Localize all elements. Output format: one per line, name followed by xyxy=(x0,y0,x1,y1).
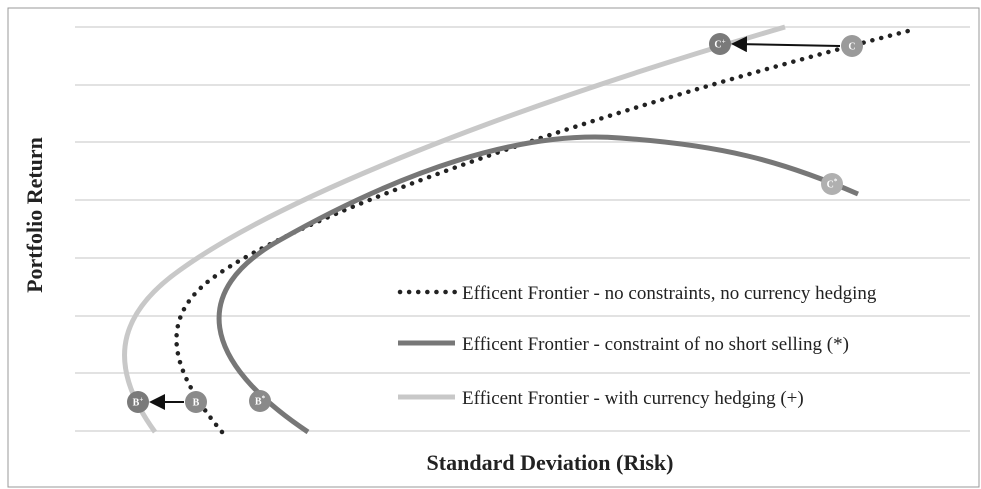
curve-hedging xyxy=(122,24,786,434)
point-marker xyxy=(709,33,731,55)
legend-label: Efficent Frontier - no constraints, no c… xyxy=(462,283,877,304)
legend-label: Efficent Frontier - constraint of no sho… xyxy=(462,334,849,355)
x-axis-label: Standard Deviation (Risk) xyxy=(427,450,674,475)
point-label: C+ xyxy=(714,38,725,51)
grid xyxy=(75,26,970,432)
legend-label: Efficent Frontier - with currency hedgin… xyxy=(462,388,804,409)
arrow xyxy=(731,36,841,53)
point-label: B+ xyxy=(133,396,144,409)
point-base: C xyxy=(714,40,721,51)
point-sup: + xyxy=(139,396,143,404)
point-marker xyxy=(821,173,843,195)
point-marker xyxy=(841,35,863,57)
point-label: B* xyxy=(255,395,266,408)
point-sup: + xyxy=(722,38,726,46)
point-sup: * xyxy=(834,178,838,186)
point-label: C* xyxy=(827,178,838,191)
point-marker xyxy=(185,391,207,413)
legend: Efficent Frontier - no constraints, no c… xyxy=(397,283,877,409)
point-base: B xyxy=(133,398,140,409)
point-sup: * xyxy=(262,395,266,403)
point-base: C xyxy=(827,180,834,191)
point-base: C xyxy=(848,42,855,53)
point-label: B xyxy=(193,398,200,409)
curve-no-constraints xyxy=(174,27,915,435)
point-label: C xyxy=(848,42,855,53)
curve-no-short xyxy=(216,134,859,435)
frame xyxy=(7,7,980,488)
y-axis-label: Portfolio Return xyxy=(22,137,47,293)
point-base: B xyxy=(255,397,262,408)
point-marker xyxy=(127,391,149,413)
point-marker xyxy=(249,390,271,412)
point-base: B xyxy=(193,398,200,409)
